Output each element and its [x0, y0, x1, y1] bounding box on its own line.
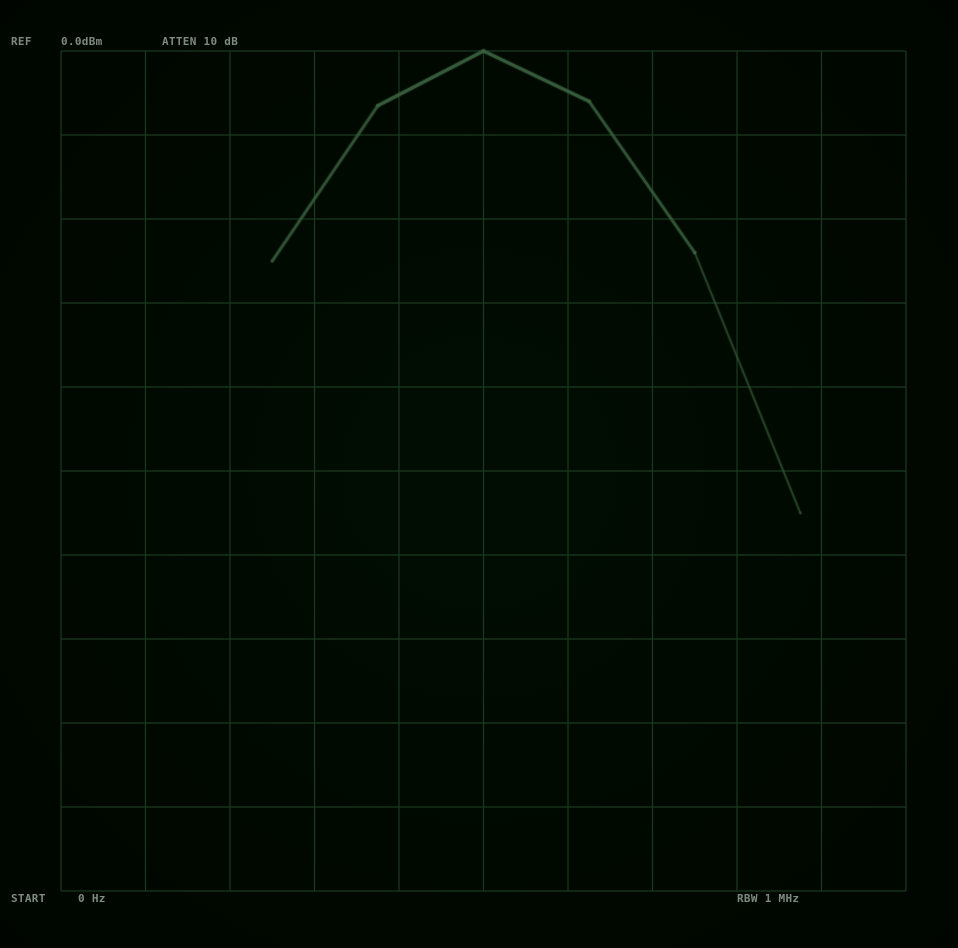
trace-segment [376, 49, 486, 108]
trace-point [270, 259, 275, 263]
start-frequency-value: 0 Hz [78, 892, 106, 905]
attenuation-readout: ATTEN 10 dB [162, 35, 239, 48]
trace-segment [587, 100, 697, 254]
trace-segment [481, 49, 591, 103]
rbw-readout: RBW 1 MHz [737, 892, 800, 905]
trace-point [798, 511, 803, 515]
graticule [60, 50, 907, 892]
trace-point [376, 103, 380, 108]
trace-segment [693, 251, 802, 514]
trace-point [481, 49, 486, 53]
trace-segment [270, 104, 380, 263]
trace-point [692, 250, 697, 255]
start-label: START [11, 892, 46, 905]
trace-point [587, 99, 591, 104]
ref-level-value: 0.0dBm [61, 35, 103, 48]
ref-label: REF [11, 35, 32, 48]
trace [269, 48, 803, 515]
